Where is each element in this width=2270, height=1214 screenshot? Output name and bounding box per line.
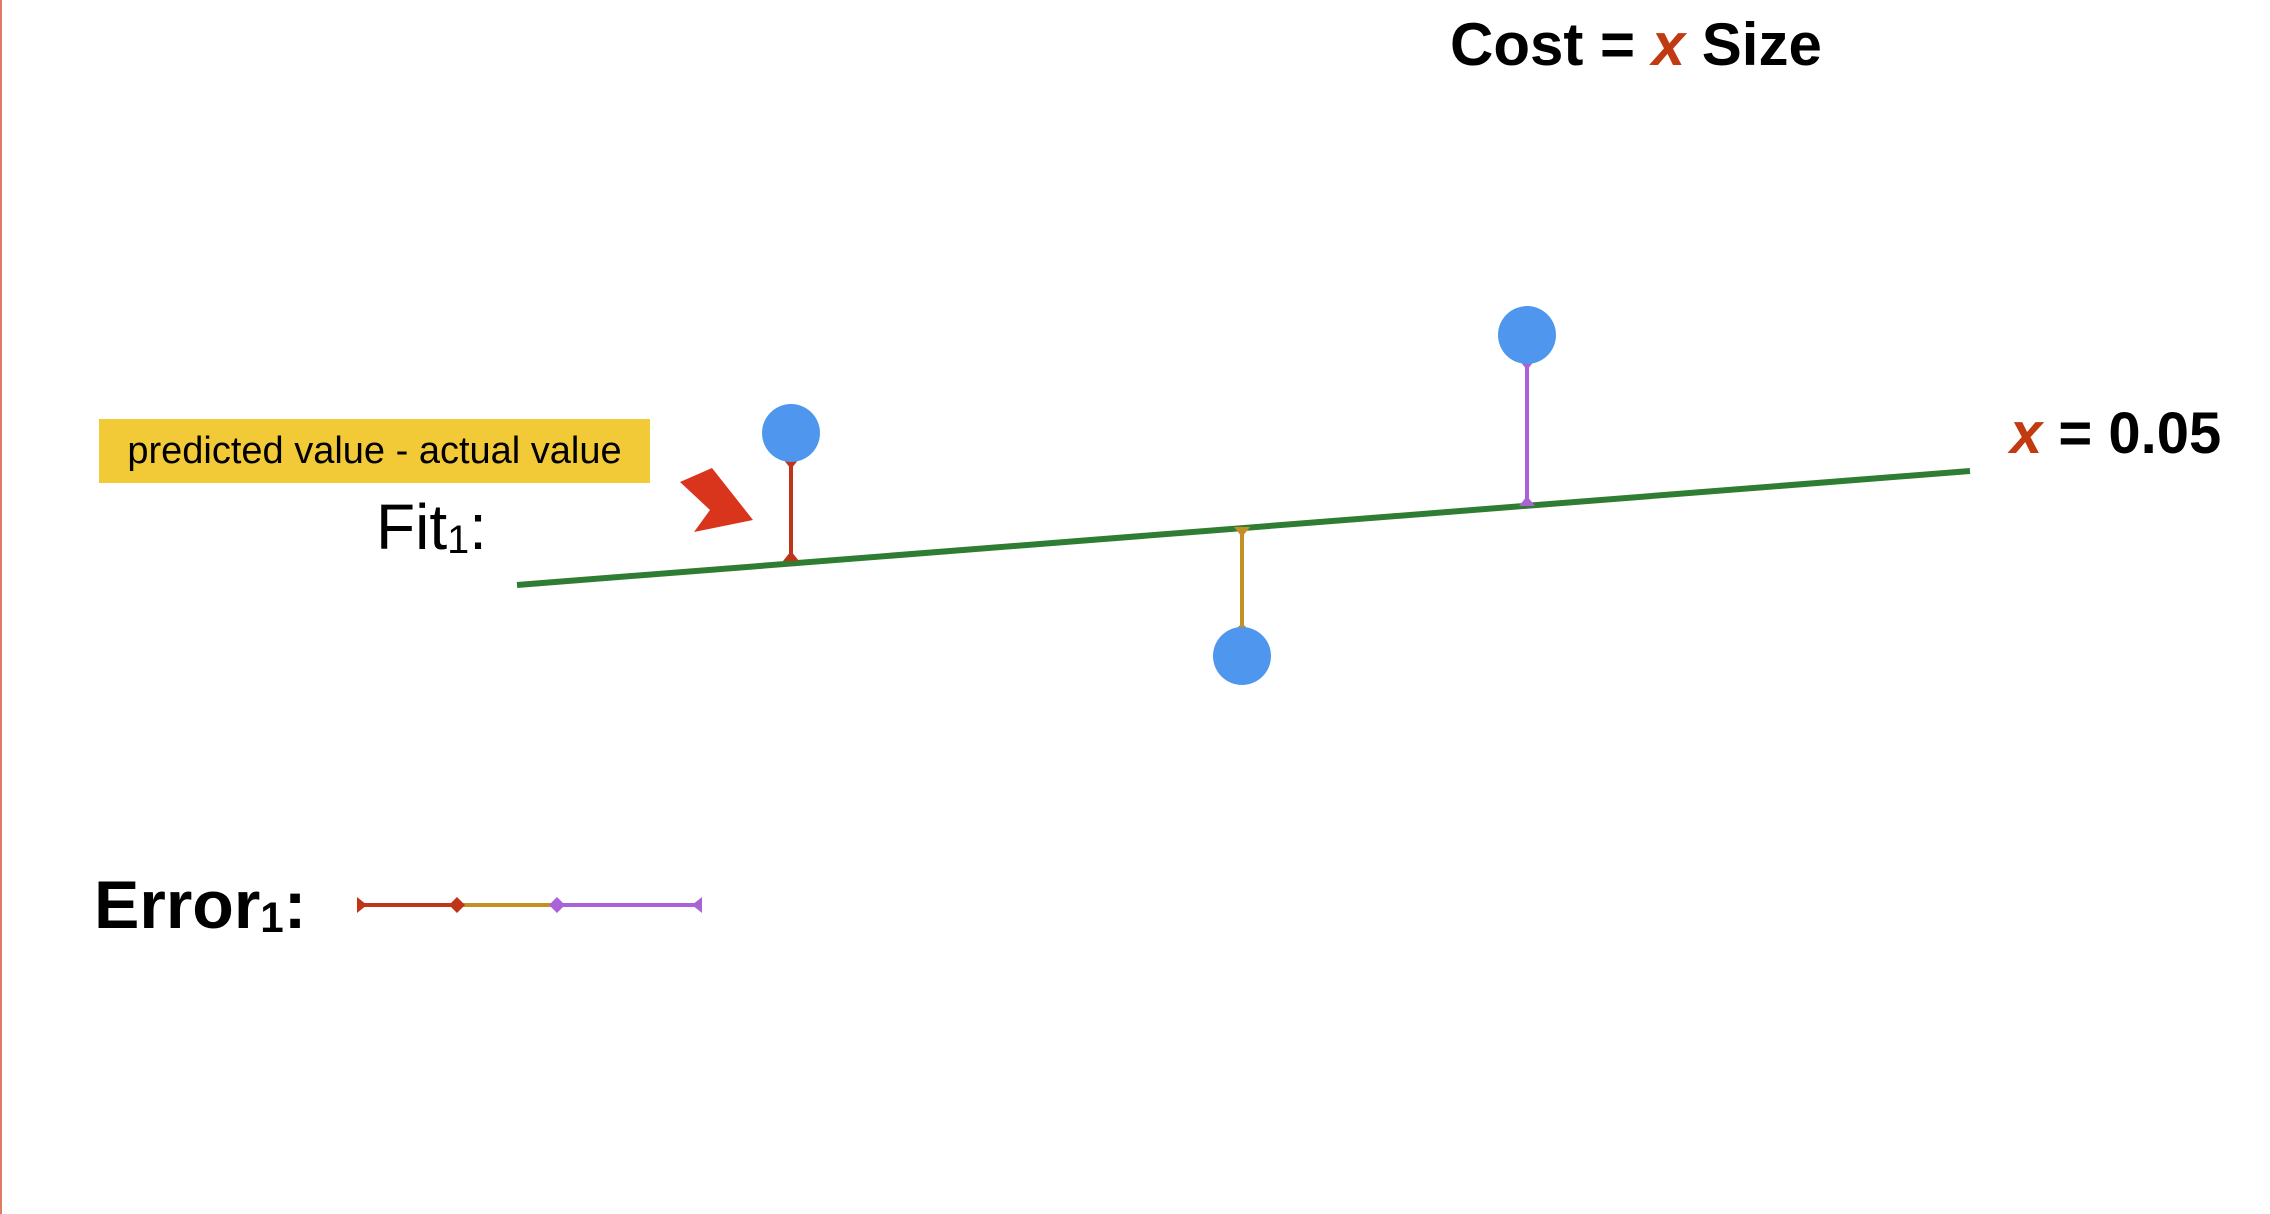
error-label-colon: : xyxy=(283,867,307,943)
parameter-value: x = 0.05 xyxy=(2010,400,2221,467)
fit-label: Fit1: xyxy=(376,490,487,564)
data-point-3 xyxy=(1498,306,1556,364)
callout-text: predicted value - actual value xyxy=(127,429,622,472)
residual-1-bottom-marker xyxy=(783,551,799,561)
callout-arrow-icon xyxy=(680,468,753,532)
cost-equation-title: Cost = x Size xyxy=(1450,10,1822,79)
error-label-subscript: 1 xyxy=(260,894,284,942)
fit-label-subscript: 1 xyxy=(447,517,470,562)
residual-callout: predicted value - actual value xyxy=(99,419,650,483)
error-joint-2-marker xyxy=(549,897,565,913)
fit-label-colon: : xyxy=(469,491,487,563)
data-point-2 xyxy=(1213,627,1271,685)
title-prefix: Cost = xyxy=(1450,11,1652,78)
data-point-1 xyxy=(762,404,820,462)
parameter-equals: = 0.05 xyxy=(2042,401,2222,466)
fit-label-text: Fit xyxy=(376,491,448,563)
error-end-marker xyxy=(692,897,702,913)
title-suffix: Size xyxy=(1685,11,1822,78)
residual-3-bottom-marker xyxy=(1519,496,1535,506)
parameter-variable: x xyxy=(2010,401,2043,466)
left-border xyxy=(0,0,2,1214)
error-label: Error1: xyxy=(94,866,306,944)
error-start-marker xyxy=(357,897,367,913)
residual-2-top-marker xyxy=(1234,527,1250,537)
title-variable: x xyxy=(1651,11,1686,78)
error-joint-1-marker xyxy=(449,897,465,913)
error-label-text: Error xyxy=(94,867,261,943)
